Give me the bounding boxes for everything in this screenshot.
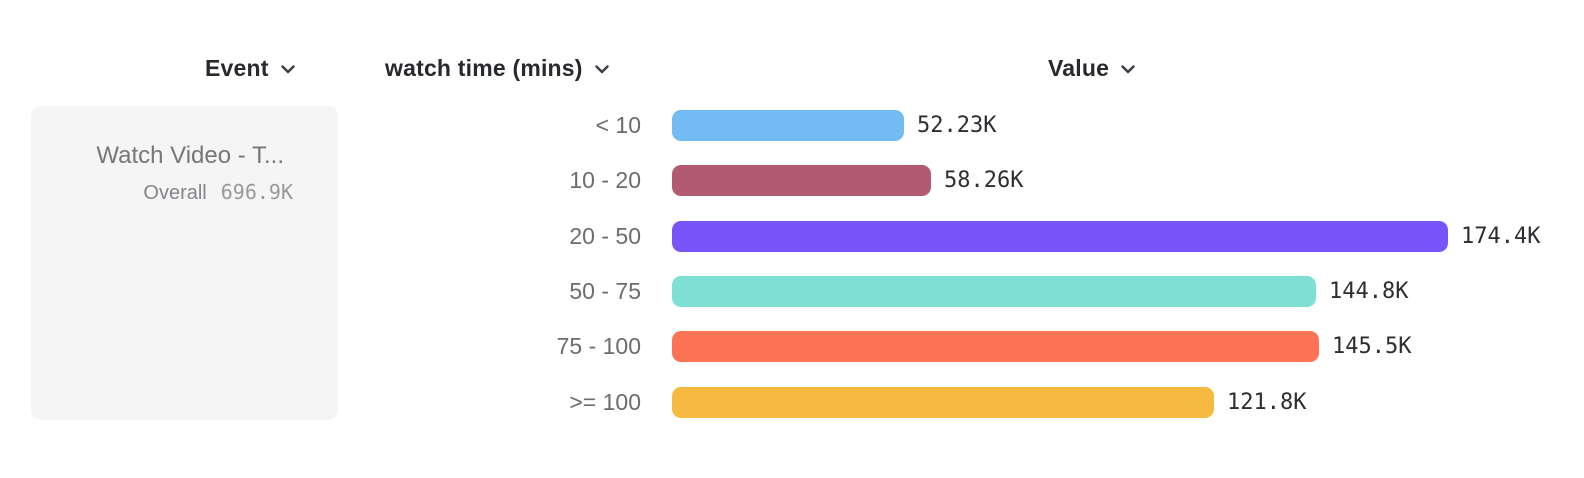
category-label: < 10 xyxy=(595,112,641,138)
column-header-value-label: Value xyxy=(1048,54,1110,81)
overall-value: 696.9K xyxy=(220,180,293,204)
event-summary-card[interactable]: Watch Video - T... Overall 696.9K xyxy=(31,106,338,420)
value-bar[interactable] xyxy=(672,387,1214,418)
value-label: 121.8K xyxy=(1227,390,1307,415)
event-title: Watch Video - T... xyxy=(96,142,284,169)
bar-row: 75 - 100 145.5K xyxy=(0,331,1584,362)
bar-row: < 10 52.23K xyxy=(0,110,1584,141)
overall-label: Overall xyxy=(143,182,207,204)
bar-row: 10 - 20 58.26K xyxy=(0,165,1584,196)
value-label: 58.26K xyxy=(944,168,1024,193)
value-label: 144.8K xyxy=(1329,279,1409,304)
column-header-value[interactable]: Value xyxy=(1048,54,1135,82)
chevron-down-icon xyxy=(594,62,609,74)
value-bar[interactable] xyxy=(672,221,1448,252)
category-label: 50 - 75 xyxy=(569,278,641,304)
value-label: 52.23K xyxy=(917,113,997,138)
column-header-event-label: Event xyxy=(205,54,269,81)
value-label: 174.4K xyxy=(1461,224,1541,249)
value-bar[interactable] xyxy=(672,110,904,141)
chevron-down-icon xyxy=(280,62,295,74)
bar-row: 20 - 50 174.4K xyxy=(0,221,1584,252)
event-overall-row: Overall 696.9K xyxy=(31,180,293,205)
bar-row: 50 - 75 144.8K xyxy=(0,276,1584,307)
bar-row: >= 100 121.8K xyxy=(0,387,1584,418)
category-label: 10 - 20 xyxy=(569,167,641,193)
column-header-watch-time-label: watch time (mins) xyxy=(385,54,583,81)
category-label: 20 - 50 xyxy=(569,223,641,249)
category-label: >= 100 xyxy=(569,389,641,415)
value-label: 145.5K xyxy=(1332,334,1412,359)
value-bar[interactable] xyxy=(672,165,931,196)
value-bar[interactable] xyxy=(672,276,1316,307)
chevron-down-icon xyxy=(1121,62,1135,74)
value-bar[interactable] xyxy=(672,331,1319,362)
category-label: 75 - 100 xyxy=(556,333,641,359)
column-header-watch-time[interactable]: watch time (mins) xyxy=(385,54,609,82)
column-header-event[interactable]: Event xyxy=(205,54,295,82)
